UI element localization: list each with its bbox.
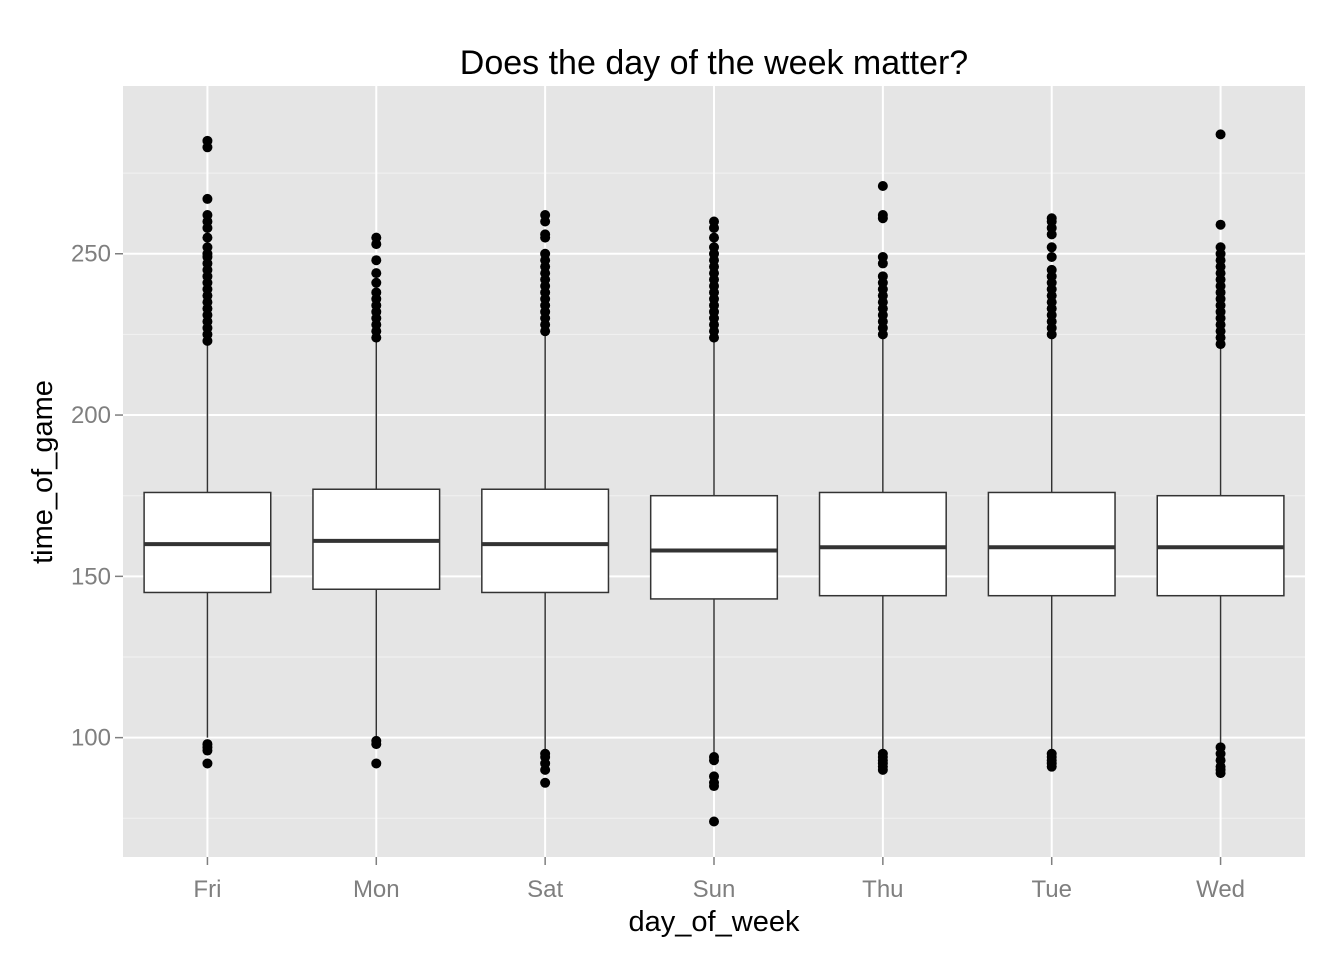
outlier-point: [202, 739, 213, 750]
x-axis-title: day_of_week: [629, 906, 800, 938]
outlier-point: [709, 816, 719, 827]
outlier-point: [202, 232, 213, 243]
outlier-point: [709, 771, 719, 782]
outlier-point: [540, 210, 551, 221]
outlier-point: [371, 277, 382, 288]
iqr-box: [987, 491, 1116, 597]
chart-title: Does the day of the week matter?: [460, 44, 968, 82]
outlier-point: [371, 735, 382, 746]
outlier-point: [540, 229, 551, 240]
x-tick-label: Fri: [193, 876, 221, 903]
outlier-point: [540, 248, 551, 259]
axis-ticks: [115, 252, 1222, 865]
y-tick-label: 200: [71, 402, 111, 429]
outlier-point: [371, 255, 382, 266]
outlier-point: [371, 758, 382, 769]
iqr-box: [818, 491, 947, 597]
outlier-point: [877, 271, 888, 282]
outlier-point: [1215, 742, 1226, 753]
outlier-point: [1215, 129, 1226, 140]
box-wed: [1156, 129, 1285, 779]
x-tick-label: Thu: [862, 876, 903, 903]
y-axis-tick-labels: 100 150 200 250: [71, 241, 111, 752]
outlier-point: [877, 251, 888, 262]
x-tick-label: Sat: [527, 876, 563, 903]
outlier-point: [709, 242, 719, 253]
outlier-point: [1046, 213, 1057, 224]
y-tick-label: 100: [71, 725, 111, 752]
outlier-point: [540, 748, 551, 759]
box-fri: [143, 135, 272, 769]
outlier-point: [1046, 251, 1057, 262]
x-tick-label: Tue: [1031, 876, 1071, 903]
iqr-box: [481, 488, 610, 594]
box-sun: [649, 216, 779, 827]
outlier-point: [1215, 242, 1226, 253]
y-tick-label: 150: [71, 563, 111, 590]
outlier-point: [1215, 219, 1226, 230]
box-tue: [987, 213, 1116, 772]
outlier-point: [877, 210, 888, 221]
outlier-point: [202, 242, 213, 253]
outlier-point: [1046, 264, 1057, 275]
outlier-point: [371, 232, 382, 243]
x-tick-label: Sun: [693, 876, 736, 903]
outlier-point: [709, 216, 719, 227]
outlier-point: [1046, 748, 1057, 759]
outlier-point: [709, 751, 719, 762]
box-thu: [818, 181, 947, 775]
y-axis-title: time_of_game: [27, 380, 59, 564]
y-tick-label: 250: [71, 241, 111, 268]
outlier-point: [202, 193, 213, 204]
box-series: [143, 129, 1285, 827]
outlier-point: [202, 210, 213, 221]
outlier-point: [371, 268, 382, 279]
box-sat: [481, 210, 610, 788]
outlier-point: [877, 181, 888, 192]
outlier-point: [202, 135, 213, 146]
iqr-box: [649, 494, 779, 600]
box-mon: [312, 232, 441, 769]
x-tick-label: Mon: [353, 876, 400, 903]
outlier-point: [371, 287, 382, 298]
outlier-point: [540, 777, 551, 788]
outlier-point: [709, 232, 719, 243]
outlier-point: [877, 748, 888, 759]
outlier-point: [1046, 242, 1057, 253]
x-axis-tick-labels: Fri Mon Sat Sun Thu Tue Wed: [193, 876, 1245, 903]
x-tick-label: Wed: [1196, 876, 1245, 903]
outlier-point: [202, 758, 213, 769]
